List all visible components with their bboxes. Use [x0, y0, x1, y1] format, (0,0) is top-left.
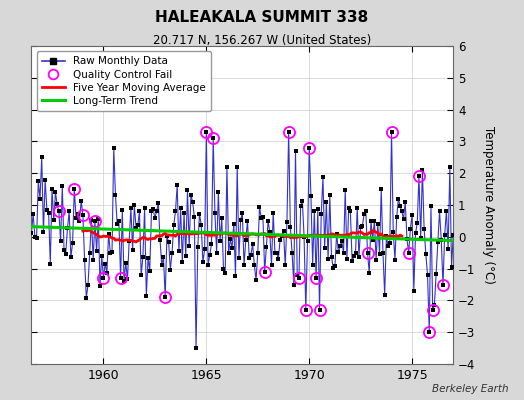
- Y-axis label: Temperature Anomaly (°C): Temperature Anomaly (°C): [482, 126, 495, 284]
- Text: HALEAKALA SUMMIT 338: HALEAKALA SUMMIT 338: [156, 10, 368, 25]
- Text: 20.717 N, 156.267 W (United States): 20.717 N, 156.267 W (United States): [153, 34, 371, 47]
- Legend: Raw Monthly Data, Quality Control Fail, Five Year Moving Average, Long-Term Tren: Raw Monthly Data, Quality Control Fail, …: [37, 51, 211, 111]
- Text: Berkeley Earth: Berkeley Earth: [432, 384, 508, 394]
